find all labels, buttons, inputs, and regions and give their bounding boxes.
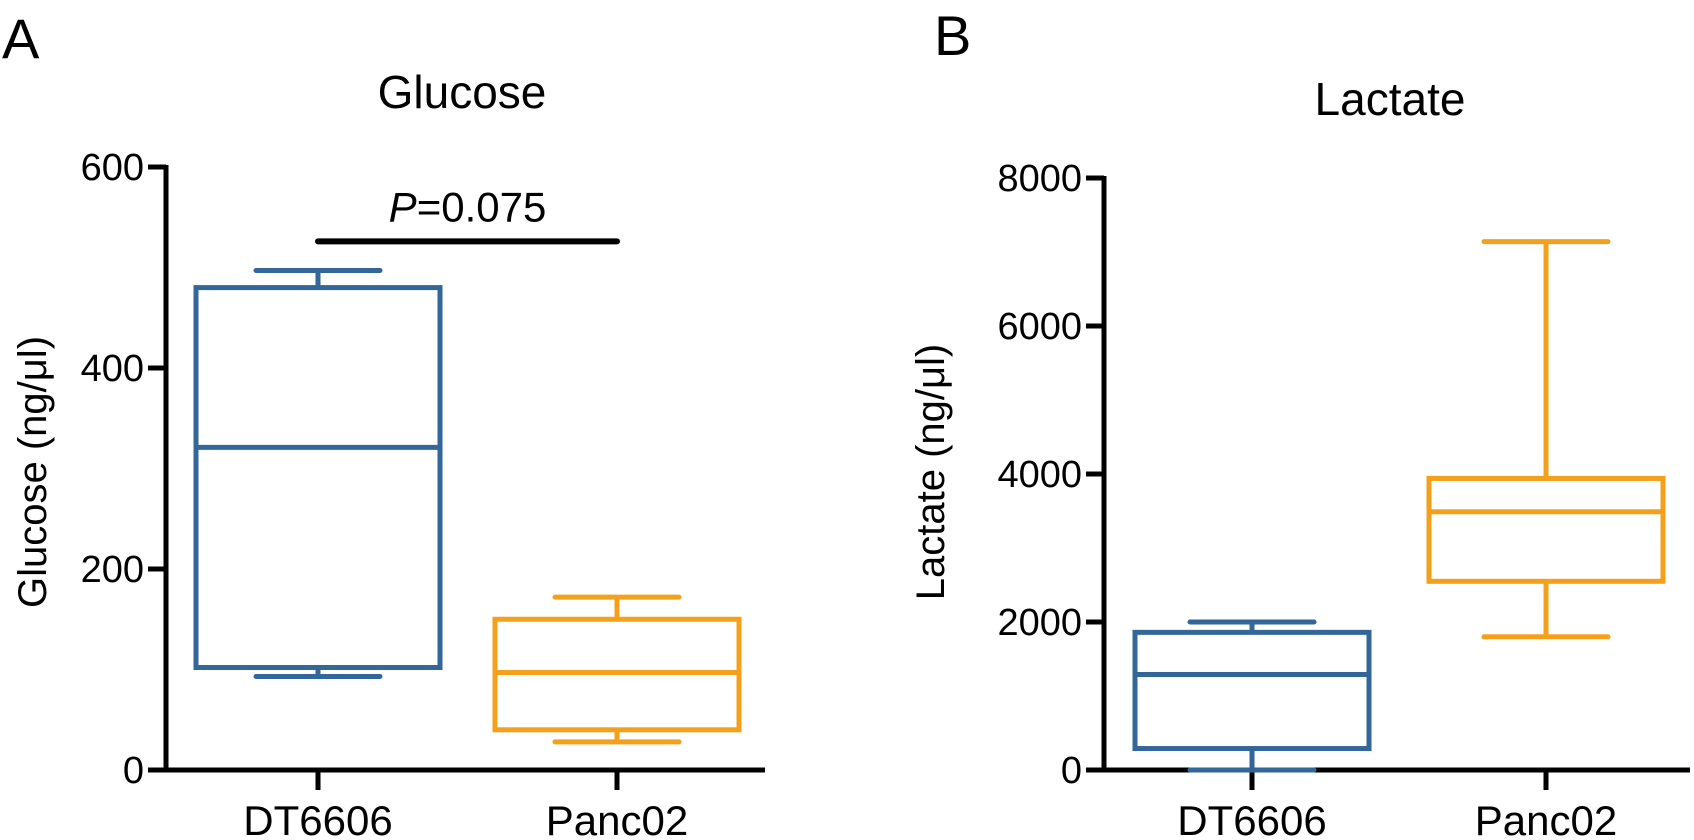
chart-title-glucose: Glucose (378, 66, 547, 118)
plot-area-lactate: 0 2000 4000 6000 8000 DT6606 Panc02 (997, 158, 1690, 840)
chart-title-lactate: Lactate (1315, 73, 1466, 125)
panel-a: A Glucose Glucose (ng/μl) 0 200 400 600 DT66… (2, 7, 765, 840)
panel-b: B Lactate Lactate (ng/μl) 0 2000 4000 6000 8… (909, 4, 1690, 840)
y-tick-label-lactate: 2000 (997, 602, 1082, 644)
y-tick-label-glucose: 600 (81, 147, 144, 189)
y-axis-label-glucose: Glucose (ng/μl) (11, 336, 55, 608)
y-tick-label-lactate: 8000 (997, 158, 1082, 200)
y-tick-label-glucose: 400 (81, 348, 144, 390)
y-tick-label-glucose: 200 (81, 549, 144, 591)
x-category-label-lactate: Panc02 (1475, 797, 1617, 840)
y-tick-label-glucose: 0 (123, 750, 144, 792)
panel-letter-b: B (934, 4, 971, 67)
y-tick-label-lactate: 6000 (997, 306, 1082, 348)
box-lactate-panc02 (1426, 475, 1666, 584)
plot-area-glucose: 0 200 400 600 DT6606 Panc02 P=0.075 (81, 147, 765, 840)
x-category-label-glucose: Panc02 (546, 797, 688, 840)
y-tick-label-lactate: 4000 (997, 454, 1082, 496)
x-category-label-glucose: DT6606 (243, 797, 392, 840)
x-category-label-lactate: DT6606 (1177, 797, 1326, 840)
box-lactate-dt6606 (1132, 629, 1372, 752)
box-glucose-dt6606 (193, 285, 443, 670)
y-tick-label-lactate: 0 (1061, 750, 1082, 792)
p-value-letter: P (389, 183, 417, 230)
p-value-number: =0.075 (417, 183, 547, 230)
panel-letter-a: A (2, 7, 40, 70)
p-value-label: P=0.075 (389, 183, 547, 230)
y-axis-label-lactate: Lactate (ng/μl) (909, 344, 953, 601)
